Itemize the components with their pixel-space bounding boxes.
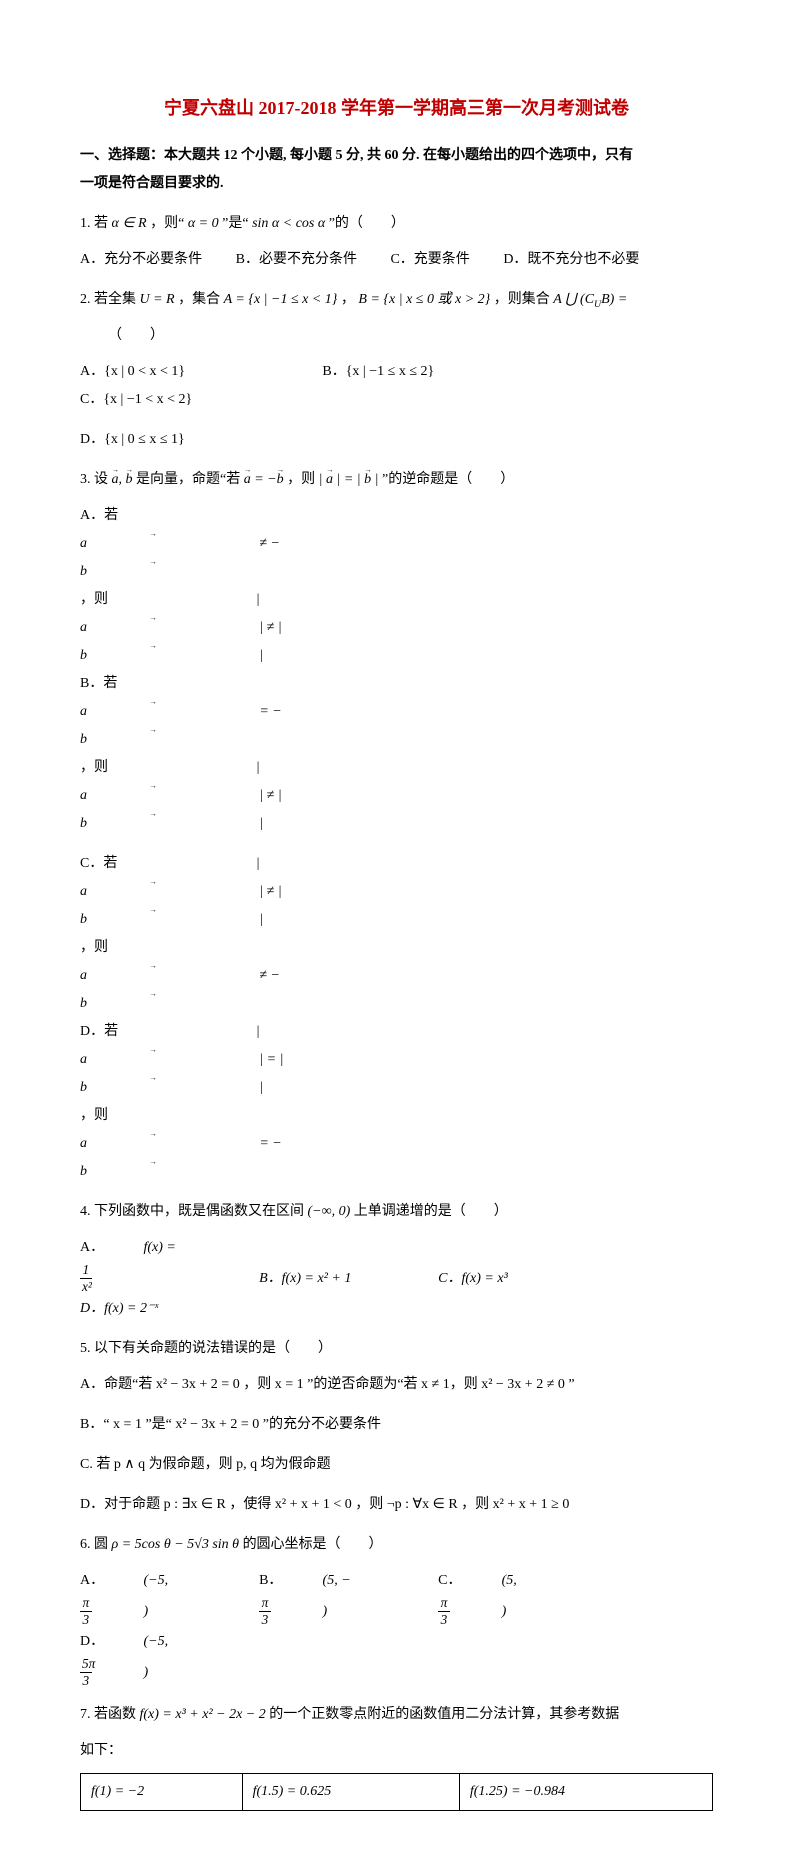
q7-table: f(1) = −2 f(1.5) = 0.625 f(1.25) = −0.98…: [80, 1773, 713, 1811]
q3-mid1: 是向量，命题“若: [136, 472, 240, 487]
section-1-heading: 一、选择题：本大题共 12 个小题, 每小题 5 分, 共 60 分. 在每小题…: [80, 142, 713, 198]
heading-line-1: 一、选择题：本大题共 12 个小题, 每小题 5 分, 共 60 分. 在每小题…: [80, 148, 633, 163]
q2-c3: ，则集合: [494, 292, 550, 307]
q1-math-3: sin α < cos α: [252, 216, 325, 231]
q2-opt-a: A．{x | 0 < x < 1}: [80, 358, 289, 386]
q2-options-row1: A．{x | 0 < x < 1} B．{x | −1 ≤ x ≤ 2} C．{…: [80, 358, 713, 414]
q5-opt-d: D．对于命题 p : ∃x ∈ R ，使得 x² + x + 1 < 0 ，则 …: [80, 1491, 569, 1519]
q2-pre: 2. 若全集: [80, 292, 136, 307]
q2-opt-b: B．{x | −1 ≤ x ≤ 2}: [322, 358, 531, 386]
q1-opt-b: B．必要不充分条件: [236, 246, 357, 274]
q1-end: ”的（ ）: [329, 216, 405, 231]
q5-opt-c-row: C. 若 p ∧ q 为假命题，则 p, q 均为假命题: [80, 1451, 713, 1479]
q5-opt-a-row: A．命题“若 x² − 3x + 2 = 0 ，则 x = 1 ”的逆否命题为“…: [80, 1371, 713, 1399]
question-1: 1. 若 α ∈ R ，则“ α = 0 ”是“ sin α < cos α ”…: [80, 210, 713, 238]
q3-opt-b: B．若a = −b，则| a | ≠ | b |: [80, 670, 384, 838]
q6-opt-b: B．(5, −π3): [259, 1567, 405, 1628]
q3-mid2: ，则: [287, 472, 315, 487]
q7-cell-3: f(1.25) = −0.984: [459, 1774, 712, 1811]
q5-opt-d-row: D．对于命题 p : ∃x ∈ R ，使得 x² + x + 1 < 0 ，则 …: [80, 1491, 713, 1519]
q2-paren: （ ）: [108, 328, 164, 343]
q7-pre: 7. 若函数: [80, 1707, 136, 1722]
q7-cell-1: f(1) = −2: [81, 1774, 243, 1811]
q4-opt-c: C．f(x) = x³: [438, 1265, 584, 1293]
q7-line2: 如下：: [80, 1737, 713, 1765]
heading-line-2: 一项是符合题目要求的.: [80, 176, 224, 191]
q7-f: f(x) = x³ + x² − 2x − 2: [140, 1707, 266, 1722]
q3-opt-d: D．若| a | = | b |，则a = −b: [80, 1018, 384, 1186]
q2-B: B = {x | x ≤ 0 或 x > 2}: [358, 292, 490, 307]
q5-text: 5. 以下有关命题的说法错误的是（ ）: [80, 1341, 332, 1356]
q2-paren-row: （ ）: [80, 322, 713, 350]
q5-opt-a: A．命题“若 x² − 3x + 2 = 0 ，则 x = 1 ”的逆否命题为“…: [80, 1371, 575, 1399]
q6-opt-d: D．(−5, 5π3): [80, 1628, 226, 1689]
q1-mid1: ，则“: [150, 216, 184, 231]
q6-opt-a: A．(−5, π3): [80, 1567, 226, 1628]
q3-options-row1: A．若a ≠ −b，则| a | ≠ | b | B．若a = −b，则| a …: [80, 502, 713, 838]
q2-expr: A ⋃ (CUB) =: [553, 292, 627, 307]
exam-title: 宁夏六盘山 2017-2018 学年第一学期高三第一次月考测试卷: [80, 90, 713, 126]
question-7: 7. 若函数 f(x) = x³ + x² − 2x − 2 的一个正数零点附近…: [80, 1701, 713, 1729]
q4-options: A．f(x) = 1x² B．f(x) = x² + 1 C．f(x) = x³…: [80, 1234, 713, 1323]
question-6: 6. 圆 ρ = 5cos θ − 5√3 sin θ 的圆心坐标是（ ）: [80, 1531, 713, 1559]
question-4: 4. 下列函数中，既是偶函数又在区间 (−∞, 0) 上单调递增的是（ ）: [80, 1198, 713, 1226]
q4-text: 4. 下列函数中，既是偶函数又在区间: [80, 1204, 304, 1219]
q2-c2: ，: [341, 292, 355, 307]
q6-end: 的圆心坐标是（ ）: [243, 1537, 383, 1552]
q4-opt-b: B．f(x) = x² + 1: [259, 1265, 405, 1293]
q4-opt-a: A．f(x) = 1x²: [80, 1234, 226, 1295]
q1-mid2: ”是“: [222, 216, 248, 231]
q5-opt-c: C. 若 p ∧ q 为假命题，则 p, q 均为假命题: [80, 1451, 331, 1479]
q1-opt-c: C．充要条件: [390, 246, 469, 274]
q1-opt-a: A．充分不必要条件: [80, 246, 202, 274]
q7-cell-2: f(1.5) = 0.625: [242, 1774, 459, 1811]
q6-opt-c: C．(5, π3): [438, 1567, 584, 1628]
q2-U: U = R: [140, 292, 175, 307]
q5-opt-b-row: B．“ x = 1 ”是“ x² − 3x + 2 = 0 ”的充分不必要条件: [80, 1411, 713, 1439]
q3-end: ”的逆命题是（ ）: [382, 472, 514, 487]
q5-opt-b: B．“ x = 1 ”是“ x² − 3x + 2 = 0 ”的充分不必要条件: [80, 1411, 381, 1439]
q3-options-row2: C．若| a | ≠ | b |，则a ≠ −b D．若| a | = | b …: [80, 850, 713, 1186]
q1-math-1: α ∈ R: [112, 216, 147, 231]
q6-math: ρ = 5cos θ − 5√3 sin θ: [112, 1537, 240, 1552]
q6-options: A．(−5, π3) B．(5, −π3) C．(5, π3) D．(−5, 5…: [80, 1567, 713, 1689]
question-5: 5. 以下有关命题的说法错误的是（ ）: [80, 1335, 713, 1363]
q3-opt-c: C．若| a | ≠ | b |，则a ≠ −b: [80, 850, 384, 1018]
question-3: 3. 设 a, b 是向量，命题“若 a = −b ，则 | a | = | b…: [80, 466, 713, 494]
table-row: f(1) = −2 f(1.5) = 0.625 f(1.25) = −0.98…: [81, 1774, 713, 1811]
q7-end: 的一个正数零点附近的函数值用二分法计算，其参考数据: [269, 1707, 619, 1722]
q3-opt-a: A．若a ≠ −b，则| a | ≠ | b |: [80, 502, 384, 670]
q4-end: 上单调递增的是（ ）: [354, 1204, 508, 1219]
q2-options-row2: D．{x | 0 ≤ x ≤ 1}: [80, 426, 713, 454]
q1-opt-d: D．既不充分也不必要: [503, 246, 639, 274]
q1-math-2: α = 0: [188, 216, 219, 231]
q3-pre: 3. 设: [80, 472, 108, 487]
q4-interval: (−∞, 0): [308, 1204, 351, 1219]
q1-options: A．充分不必要条件 B．必要不充分条件 C．充要条件 D．既不充分也不必要: [80, 246, 713, 274]
q2-opt-c: C．{x | −1 < x < 2}: [80, 386, 270, 414]
question-2: 2. 若全集 U = R ，集合 A = {x | −1 ≤ x < 1} ， …: [80, 286, 713, 314]
q6-pre: 6. 圆: [80, 1537, 108, 1552]
q1-text-pre: 1. 若: [80, 216, 108, 231]
q2-A: A = {x | −1 ≤ x < 1}: [224, 292, 338, 307]
q4-opt-d: D．f(x) = 2⁻ˣ: [80, 1295, 226, 1323]
q2-c: ，集合: [178, 292, 220, 307]
q2-opt-d: D．{x | 0 ≤ x ≤ 1}: [80, 426, 185, 454]
